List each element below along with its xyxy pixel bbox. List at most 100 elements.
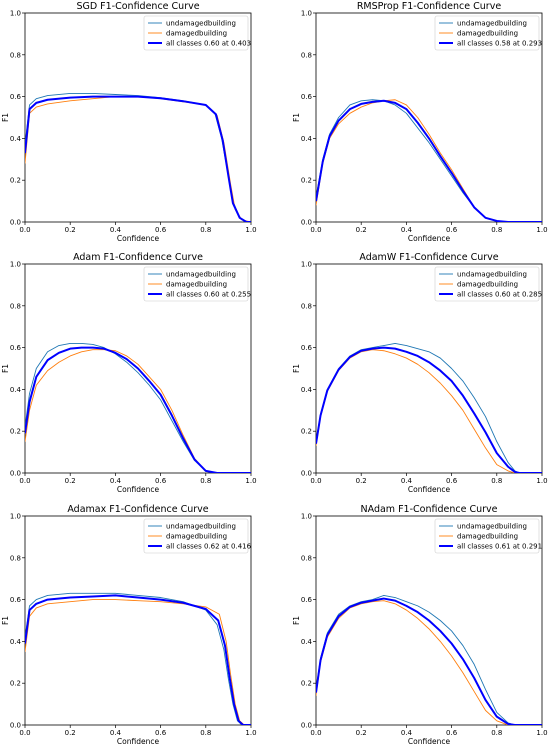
series-line-undamaged [316,594,542,725]
legend-label-undamaged: undamagedbuilding [166,271,236,279]
legend-label-undamaged: undamagedbuilding [457,20,527,28]
y-tick-label: 0.0 [10,722,21,730]
y-tick-label: 0.4 [10,135,22,143]
x-tick-label: 0.2 [65,226,76,234]
x-tick-label: 1.0 [245,477,256,485]
x-axis-label: Confidence [117,485,160,494]
y-axis-label: F1 [292,113,301,122]
chart-panel-5: Adamax F1-Confidence Curve 0.0 0.2 0.4 0.6 0.… [1,504,257,746]
x-tick-label: 1.0 [536,226,547,234]
chart-title: RMSProp F1-Confidence Curve [357,1,502,12]
y-tick-label: 0.4 [301,386,313,394]
series-line-all [25,346,251,473]
x-tick-label: 0.0 [19,729,30,737]
x-axis-label: Confidence [408,234,451,243]
x-tick-label: 0.4 [110,226,122,234]
x-tick-label: 0.8 [491,226,502,234]
legend: undamagedbuilding damagedbuilding all clas… [434,518,542,554]
chart-panel-1: SGD F1-Confidence Curve 0.0 0.2 0.4 0.6 0.8 1.… [1,1,257,243]
chart-title: Adam F1-Confidence Curve [73,252,203,263]
x-tick-label: 1.0 [536,477,547,485]
x-tick-label: 0.8 [491,477,502,485]
x-axis-label: Confidence [408,485,451,494]
x-tick-label: 0.2 [65,729,76,737]
y-tick-label: 0.6 [10,93,22,101]
chart-panel-4: AdamW F1-Confidence Curve 0.0 0.2 0.4 0.6 0.8… [292,252,548,494]
legend-label-damaged: damagedbuilding [457,281,518,289]
series-line-all [316,597,542,725]
chart-panel-6: NAdam F1-Confidence Curve 0.0 0.2 0.4 0.6 0.8… [292,504,548,746]
legend-box [143,518,249,554]
y-tick-label: 0.2 [301,680,312,688]
legend: undamagedbuilding damagedbuilding all clas… [434,266,542,302]
x-tick-label: 0.6 [155,226,167,234]
y-tick-label: 1.0 [10,10,21,18]
legend-label-undamaged: undamagedbuilding [457,271,527,279]
legend: undamagedbuilding damagedbuilding all clas… [434,15,542,51]
y-tick-label: 0.6 [301,596,313,604]
legend-label-all: all classes 0.61 at 0.291 [457,543,542,551]
y-tick-label: 0.0 [301,470,312,478]
y-tick-label: 0.4 [10,638,22,646]
y-tick-label: 0.8 [10,554,21,562]
legend-box [434,15,540,51]
legend-box [143,15,249,51]
y-tick-label: 0.4 [301,135,313,143]
x-tick-label: 0.8 [200,729,211,737]
series-line-undamaged [25,93,251,222]
x-tick-label: 0.6 [446,477,458,485]
legend-box [143,266,249,302]
legend-label-all: all classes 0.62 at 0.416 [166,543,252,551]
x-tick-label: 0.4 [401,477,413,485]
x-tick-label: 0.0 [19,226,30,234]
y-axis-label: F1 [292,616,301,625]
x-tick-label: 0.0 [310,226,321,234]
series-line-damaged [25,599,251,725]
y-tick-label: 0.6 [10,596,22,604]
x-tick-label: 0.6 [155,477,167,485]
x-tick-label: 0.0 [19,477,30,485]
chart-title: SGD F1-Confidence Curve [76,1,199,12]
y-tick-label: 0.2 [10,680,21,688]
plot-frame [315,263,543,474]
legend-label-all: all classes 0.60 at 0.285 [457,291,542,299]
legend: undamagedbuilding damagedbuilding all clas… [143,266,251,302]
y-tick-label: 1.0 [301,513,312,521]
x-tick-label: 0.4 [401,729,413,737]
legend-label-damaged: damagedbuilding [166,281,227,289]
y-tick-label: 0.2 [10,177,21,185]
x-tick-label: 0.0 [310,729,321,737]
x-tick-label: 0.6 [155,729,167,737]
y-tick-label: 0.2 [301,177,312,185]
y-tick-label: 0.0 [10,219,21,227]
y-axis-label: F1 [1,364,10,373]
x-tick-label: 0.4 [401,226,413,234]
y-tick-label: 0.8 [301,51,312,59]
y-tick-label: 1.0 [10,261,21,269]
x-tick-label: 0.6 [446,729,458,737]
y-tick-label: 0.8 [301,554,312,562]
x-tick-label: 0.6 [446,226,458,234]
y-tick-label: 1.0 [301,10,312,18]
y-tick-label: 0.0 [10,470,21,478]
legend-label-damaged: damagedbuilding [166,30,227,38]
y-tick-label: 0.8 [10,302,21,310]
y-tick-label: 0.6 [10,344,22,352]
plot-frame [315,515,543,726]
legend-label-damaged: damagedbuilding [457,30,518,38]
series-line-undamaged [25,342,251,473]
chart-title: Adamax F1-Confidence Curve [67,504,208,515]
y-tick-label: 0.4 [301,638,313,646]
x-tick-label: 1.0 [536,729,547,737]
plot-frame [24,263,252,474]
y-tick-label: 0.8 [301,302,312,310]
chart-panel-3: Adam F1-Confidence Curve 0.0 0.2 0.4 0.6 0.8 1… [1,252,257,494]
plot-frame [24,515,252,726]
x-tick-label: 0.2 [356,226,367,234]
legend: undamagedbuilding damagedbuilding all clas… [143,15,251,51]
y-tick-label: 0.0 [301,722,312,730]
y-tick-label: 0.6 [301,344,313,352]
x-tick-label: 0.8 [491,729,502,737]
y-tick-label: 0.6 [301,93,313,101]
